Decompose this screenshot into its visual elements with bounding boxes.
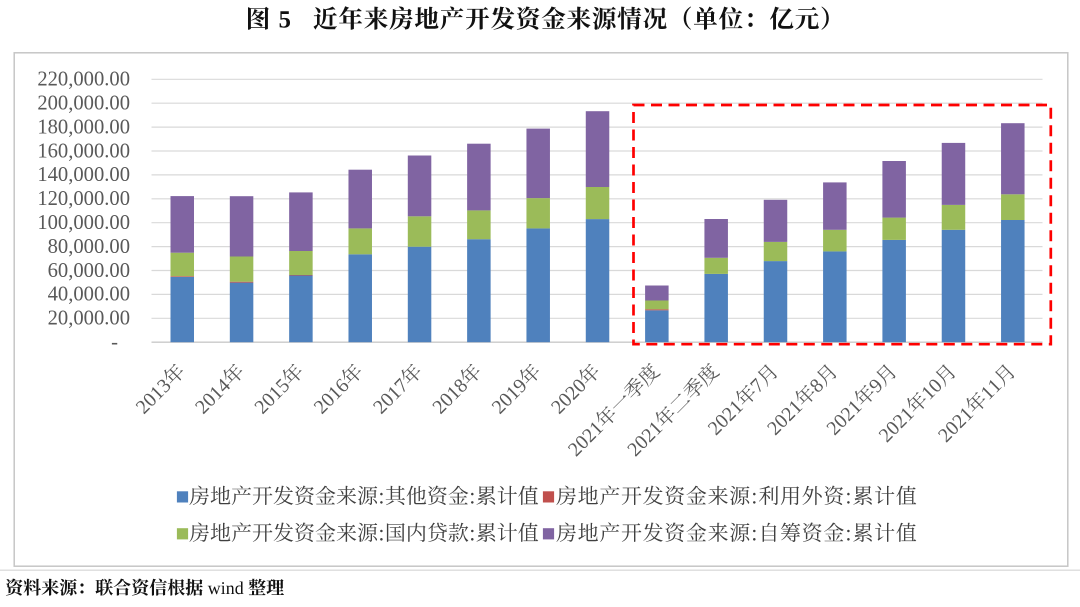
- svg-text:60,000.00: 60,000.00: [48, 260, 130, 282]
- svg-text:120,000.00: 120,000.00: [37, 188, 130, 210]
- svg-text:20,000.00: 20,000.00: [48, 308, 130, 330]
- svg-text:200,000.00: 200,000.00: [37, 93, 130, 115]
- svg-text:-: -: [111, 332, 118, 354]
- svg-text:160,000.00: 160,000.00: [37, 140, 130, 162]
- svg-text:220,000.00: 220,000.00: [37, 69, 130, 91]
- svg-text:80,000.00: 80,000.00: [48, 236, 130, 258]
- svg-text:180,000.00: 180,000.00: [37, 116, 130, 138]
- svg-text:140,000.00: 140,000.00: [37, 164, 130, 186]
- svg-text:100,000.00: 100,000.00: [37, 212, 130, 234]
- svg-text:40,000.00: 40,000.00: [48, 284, 130, 306]
